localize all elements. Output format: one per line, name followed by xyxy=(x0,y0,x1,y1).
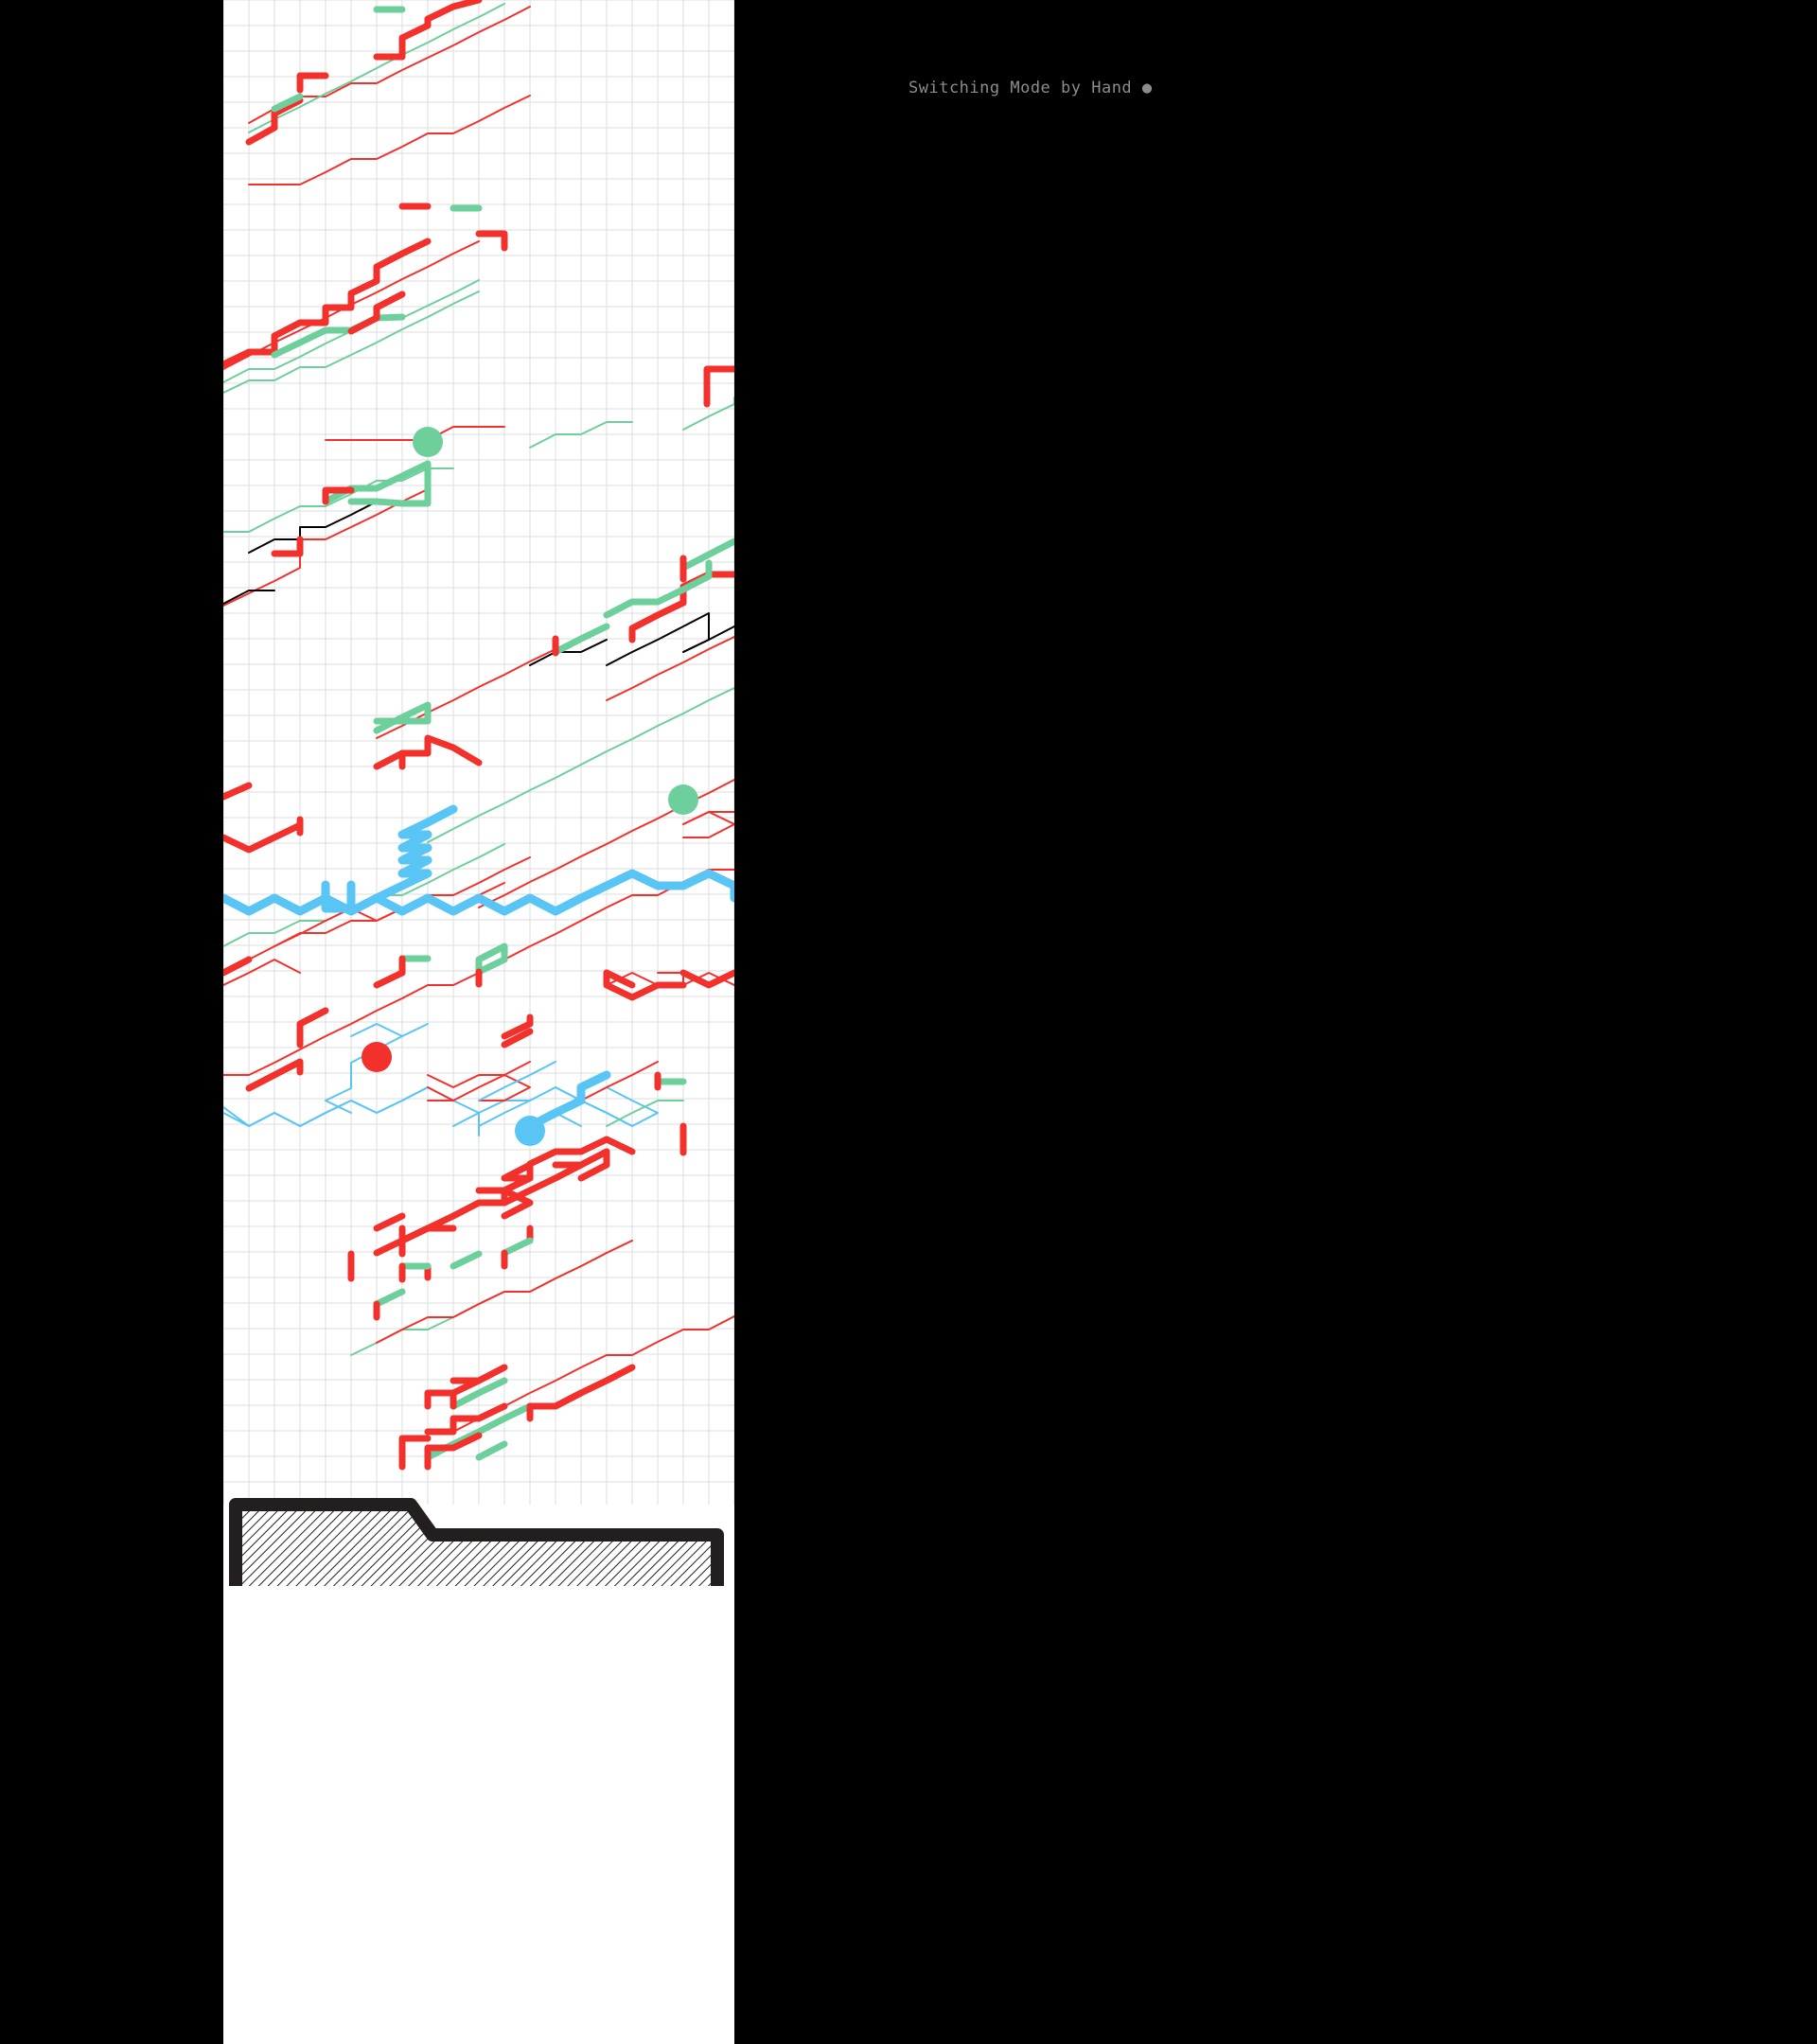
note-trail xyxy=(248,95,531,185)
note-segment xyxy=(322,486,355,505)
note-trail xyxy=(248,3,505,133)
note-trail xyxy=(682,811,734,825)
note-segment xyxy=(501,1174,534,1194)
mode-label: Switching Mode by Hand ● xyxy=(908,79,1153,97)
note-segment xyxy=(450,1250,483,1270)
note-segment xyxy=(373,0,483,61)
note-trail xyxy=(682,626,734,653)
note-segment xyxy=(501,1028,534,1048)
note-segment xyxy=(296,1007,329,1048)
note-trail xyxy=(325,426,505,441)
note-segment xyxy=(603,969,636,989)
judge-outline xyxy=(229,1498,724,1586)
note-segment xyxy=(526,1136,636,1168)
notes-layer xyxy=(223,0,734,1471)
note-segment xyxy=(602,869,734,903)
note-segment xyxy=(373,955,406,989)
note-trail xyxy=(325,1023,429,1114)
note-trail xyxy=(223,488,429,607)
note-trail xyxy=(223,291,480,394)
note-segment xyxy=(551,1070,611,1118)
note-segment xyxy=(424,1161,585,1232)
note-segment xyxy=(679,969,734,989)
note-trail xyxy=(580,1061,659,1101)
note-segment xyxy=(347,291,406,335)
note-segment xyxy=(552,623,610,656)
note-segment xyxy=(475,230,508,252)
note-segment xyxy=(372,804,458,903)
red-orb-icon xyxy=(362,1042,392,1072)
note-segment xyxy=(223,821,304,854)
note-segment xyxy=(223,782,253,801)
note-segment xyxy=(475,1440,508,1461)
note-segment xyxy=(424,1402,508,1436)
note-segment xyxy=(245,1058,304,1092)
note-trail xyxy=(223,843,505,947)
orbs-layer xyxy=(362,427,698,1146)
judge-hatch xyxy=(236,1505,717,1586)
note-segment xyxy=(271,93,304,113)
note-segment xyxy=(373,1288,406,1308)
note-trail xyxy=(529,639,608,666)
note-trail xyxy=(223,590,275,605)
note-segment xyxy=(450,1377,508,1410)
note-segment xyxy=(373,1212,406,1232)
note-trail xyxy=(606,1100,684,1127)
note-segment xyxy=(245,97,304,146)
note-segment xyxy=(501,1237,534,1257)
note-trail xyxy=(529,421,633,449)
note-chart xyxy=(223,0,734,2044)
note-segment xyxy=(223,881,611,916)
note-segment xyxy=(475,943,508,988)
note-segment xyxy=(373,734,483,770)
note-trail xyxy=(223,959,301,986)
note-segment xyxy=(703,365,734,408)
blue-orb-icon xyxy=(515,1116,545,1146)
judge-line xyxy=(229,1498,724,1586)
note-trail xyxy=(478,1100,531,1127)
note-trail xyxy=(478,1061,556,1101)
note-segment xyxy=(552,1148,610,1169)
note-trail xyxy=(223,1086,429,1127)
note-segment xyxy=(603,559,713,619)
green-orb-icon xyxy=(413,427,443,457)
playfield[interactable] xyxy=(223,0,734,2044)
note-segment xyxy=(373,701,432,734)
note-segment xyxy=(398,1435,432,1471)
note-segment xyxy=(526,1364,636,1422)
note-trail xyxy=(427,1061,531,1088)
note-trail xyxy=(223,882,505,973)
note-segment xyxy=(679,537,734,572)
note-segment xyxy=(322,460,432,507)
note-segment xyxy=(603,969,687,1001)
note-segment xyxy=(223,956,253,977)
note-segment xyxy=(373,1225,457,1257)
note-trail xyxy=(606,636,734,701)
note-trail xyxy=(606,972,659,986)
note-segment xyxy=(501,1013,534,1040)
note-trail xyxy=(248,501,378,554)
note-segment xyxy=(577,1148,610,1182)
note-trail xyxy=(223,467,454,533)
lower-blank-area xyxy=(223,1586,734,2044)
note-segment xyxy=(271,313,406,359)
note-trail xyxy=(427,687,734,843)
note-trail xyxy=(376,1240,633,1344)
note-trail xyxy=(452,1112,480,1137)
note-trail xyxy=(682,396,734,431)
note-segment xyxy=(321,880,356,913)
note-segment xyxy=(424,1432,483,1471)
note-segment xyxy=(296,72,329,94)
green-orb-icon xyxy=(668,784,698,815)
lane-grid xyxy=(223,0,734,1505)
